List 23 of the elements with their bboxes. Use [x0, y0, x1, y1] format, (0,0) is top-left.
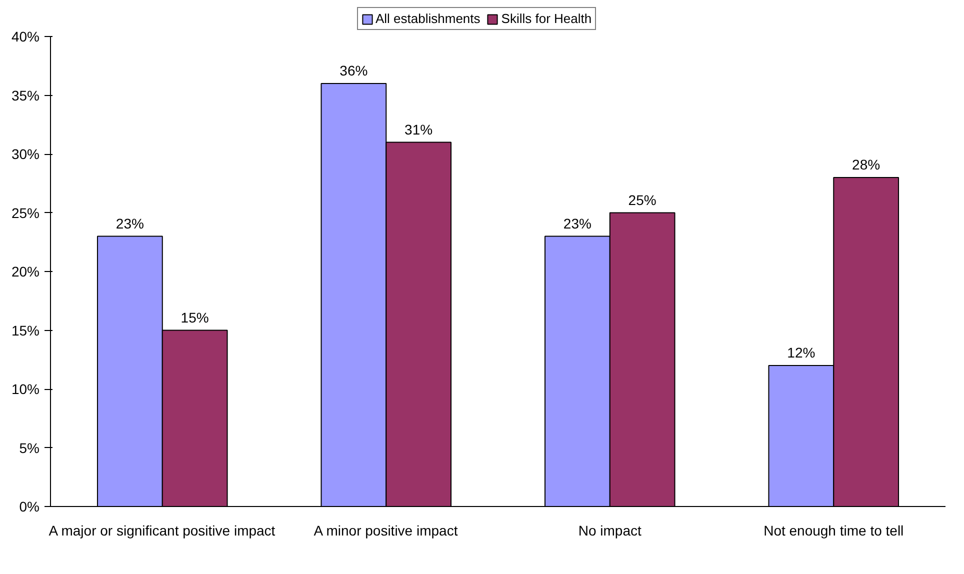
- y-tick-label: 15%: [11, 322, 40, 338]
- x-tick-label: A minor positive impact: [314, 522, 458, 538]
- y-tick-label: 40%: [11, 28, 40, 44]
- data-label: 12%: [787, 344, 816, 360]
- y-tick-label: 25%: [11, 204, 40, 221]
- data-label: 15%: [180, 309, 209, 326]
- x-tick-label: No impact: [578, 522, 642, 538]
- data-label: 28%: [852, 156, 880, 172]
- y-tick-label: 20%: [11, 264, 40, 280]
- y-tick-label: 30%: [11, 146, 40, 162]
- legend-label: Skills for Health: [501, 11, 592, 26]
- data-label: 25%: [628, 192, 656, 208]
- y-tick-label: 5%: [19, 440, 40, 456]
- data-label: 23%: [116, 215, 144, 232]
- data-label: 36%: [340, 62, 368, 78]
- y-tick-label: 0%: [19, 498, 40, 514]
- x-tick-label: Not enough time to tell: [764, 522, 904, 538]
- data-label: 23%: [563, 215, 592, 232]
- data-label: 31%: [404, 121, 433, 138]
- y-tick-label: 10%: [11, 381, 40, 397]
- legend-label: All establishments: [376, 11, 480, 26]
- y-tick-label: 35%: [11, 87, 40, 104]
- x-tick-label: A major or significant positive impact: [48, 522, 276, 538]
